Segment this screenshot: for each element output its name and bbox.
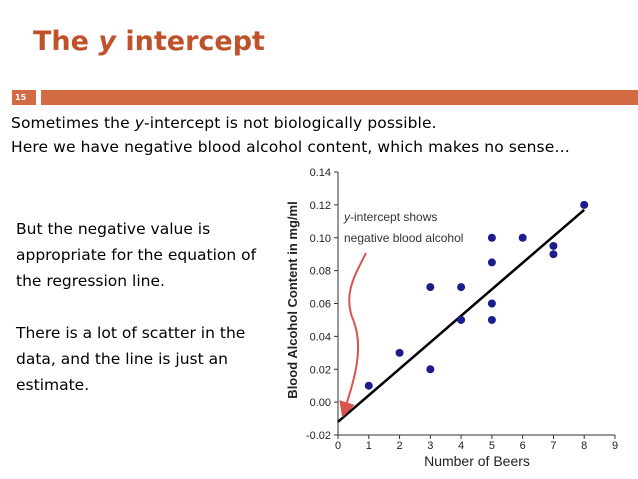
data-point (549, 250, 558, 259)
x-tick-label: 8 (581, 440, 587, 452)
y-tick-label: 0.08 (310, 266, 331, 278)
chart-ticks: 0 1 2 3 4 5 6 7 8 9 -0.02 0.00 0.02 0.04 0.06 0.08 0.10 0… (306, 167, 618, 452)
slide-number: 15 (12, 90, 36, 105)
x-tick-label: 1 (366, 440, 372, 452)
data-point (487, 258, 496, 267)
x-tick-label: 4 (458, 440, 464, 452)
y-tick-label: 0.14 (310, 167, 331, 179)
intro-line-1: Sometimes the y-intercept is not biologi… (11, 114, 437, 132)
data-point (457, 315, 466, 324)
x-tick-label: 3 (427, 440, 433, 452)
explanation-paragraph-2: There is a lot of scatter in the data, a… (16, 324, 246, 394)
x-tick-label: 2 (396, 440, 402, 452)
y-tick-label: 0.06 (310, 299, 331, 311)
x-tick-label: 7 (550, 440, 556, 452)
data-point (487, 315, 496, 324)
title-rule (41, 90, 638, 105)
regression-line (337, 208, 586, 423)
data-point (457, 283, 466, 292)
annotation-line-2: negative blood alcohol (344, 231, 463, 245)
x-tick-label: 0 (335, 440, 341, 452)
y-tick-label: 0.04 (310, 331, 331, 343)
chart-regression (337, 208, 586, 423)
slide-title: The y intercept (33, 26, 265, 57)
chart-points (364, 200, 589, 390)
data-point (426, 283, 435, 292)
x-tick-label: 9 (612, 440, 618, 452)
intro-line-2: Here we have negative blood alcohol cont… (11, 138, 570, 156)
data-point (487, 233, 496, 242)
data-point (364, 381, 373, 390)
annotation-line-1: y-intercept shows (343, 210, 437, 224)
y-tick-label: 0.12 (310, 200, 331, 212)
data-point (580, 200, 589, 209)
data-point (395, 348, 404, 357)
y-axis-label: Blood Alcohol Content in mg/ml (285, 201, 300, 398)
y-tick-label: 0.00 (310, 397, 331, 409)
data-point (518, 233, 527, 242)
x-tick-label: 5 (489, 440, 495, 452)
y-tick-label: -0.02 (306, 430, 331, 442)
x-tick-label: 6 (520, 440, 526, 452)
intro-variable: y (134, 114, 145, 132)
annotation-arrow (339, 252, 367, 418)
x-axis-label: Number of Beers (424, 453, 530, 469)
data-point (487, 299, 496, 308)
title-variable: y (98, 26, 116, 57)
explanation-paragraph-1: But the negative value is appropriate fo… (16, 220, 257, 290)
y-tick-label: 0.02 (310, 364, 331, 376)
data-point (549, 241, 558, 250)
data-point (426, 365, 435, 374)
y-tick-label: 0.10 (310, 233, 331, 245)
